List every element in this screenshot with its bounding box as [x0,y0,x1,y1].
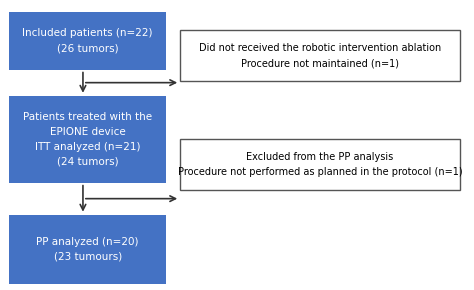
Text: Patients treated with the: Patients treated with the [23,112,152,122]
Text: EPIONE device: EPIONE device [50,127,126,137]
Text: (23 tumours): (23 tumours) [54,252,122,262]
Text: Included patients (n=22): Included patients (n=22) [22,28,153,38]
Bar [9,12,166,70]
Text: Did not received the robotic intervention ablation: Did not received the robotic interventio… [199,43,441,53]
Bar [180,139,460,190]
Text: ITT analyzed (n=21): ITT analyzed (n=21) [35,142,140,152]
Bar [9,96,166,183]
Bar [180,30,460,81]
Text: Procedure not maintained (n=1): Procedure not maintained (n=1) [241,58,399,68]
Text: PP analyzed (n=20): PP analyzed (n=20) [36,237,139,247]
Text: Excluded from the PP analysis: Excluded from the PP analysis [246,152,393,162]
Bar [9,215,166,284]
Text: (24 tumors): (24 tumors) [57,157,118,167]
Text: (26 tumors): (26 tumors) [57,43,118,53]
Text: Procedure not performed as planned in the protocol (n=1): Procedure not performed as planned in th… [178,167,462,177]
